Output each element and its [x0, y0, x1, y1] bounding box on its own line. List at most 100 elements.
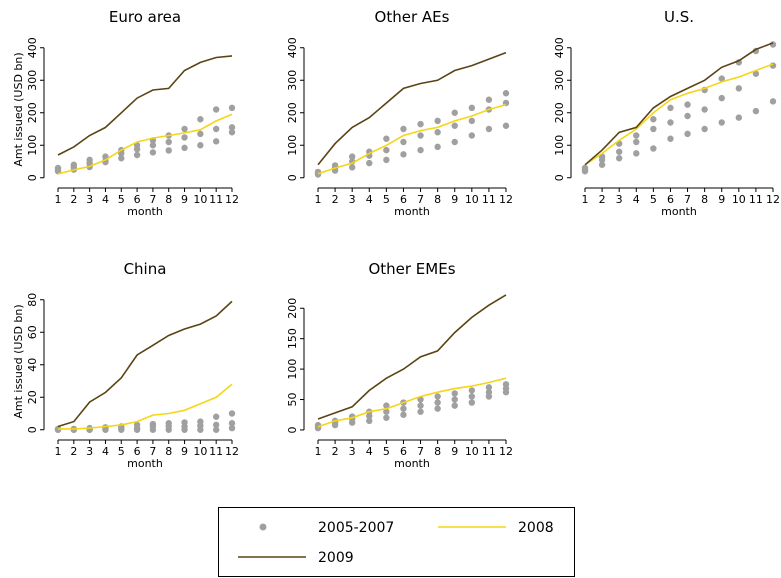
x-tick-label: 4: [366, 445, 373, 458]
point-2005-2007: [383, 156, 390, 164]
y-tick-label: 400: [553, 37, 566, 58]
legend-marker-2005-2007: [259, 523, 267, 531]
point-2005-2007: [684, 112, 691, 120]
y-tick-label: 40: [26, 358, 39, 372]
legend-label-2008: 2008: [518, 520, 554, 536]
x-tick-label: 2: [332, 193, 339, 206]
x-tick-label: 8: [434, 445, 441, 458]
x-axis-label: month: [127, 457, 163, 470]
x-tick-label: 10: [465, 193, 479, 206]
x-tick-label: 8: [434, 193, 441, 206]
point-2005-2007: [718, 119, 725, 126]
point-2005-2007: [228, 104, 236, 112]
point-2005-2007: [735, 114, 743, 121]
point-2005-2007: [502, 122, 510, 129]
point-2005-2007: [485, 384, 493, 391]
x-tick-label: 3: [86, 445, 93, 458]
point-2005-2007: [383, 408, 390, 415]
legend-label-2005-2007: 2005-2007: [318, 520, 394, 536]
point-2005-2007: [701, 125, 708, 133]
line-2009: [57, 300, 233, 428]
point-2005-2007: [633, 132, 640, 139]
x-tick-label: 9: [181, 193, 188, 206]
y-tick-label: 300: [286, 70, 299, 91]
panel-title: Other AEs: [375, 8, 450, 26]
point-2005-2007: [417, 402, 424, 409]
point-2005-2007: [181, 134, 188, 141]
point-2005-2007: [212, 138, 220, 145]
y-tick-label: 0: [286, 174, 299, 181]
point-2005-2007: [434, 129, 441, 136]
x-tick-label: 12: [225, 445, 239, 458]
x-tick-label: 11: [482, 445, 496, 458]
line-2008: [317, 377, 507, 428]
point-2005-2007: [228, 410, 236, 417]
y-tick-label: 200: [26, 102, 39, 123]
point-2005-2007: [181, 144, 188, 152]
x-tick-label: 7: [149, 193, 156, 206]
x-tick-label: 6: [400, 193, 407, 206]
x-tick-label: 12: [225, 193, 239, 206]
x-tick-label: 5: [383, 445, 390, 458]
point-2005-2007: [149, 420, 157, 428]
point-2005-2007: [633, 138, 640, 146]
point-2005-2007: [650, 116, 657, 123]
y-tick-label: 50: [286, 393, 299, 407]
point-2005-2007: [212, 426, 220, 433]
x-tick-label: 1: [315, 193, 322, 206]
point-2005-2007: [684, 101, 691, 108]
y-tick-label: 200: [286, 298, 299, 319]
y-axis-label: Amt issued (USD bn): [12, 52, 25, 166]
point-2005-2007: [417, 120, 424, 128]
point-2005-2007: [197, 130, 204, 138]
y-tick-label: 60: [26, 325, 39, 339]
point-2005-2007: [451, 138, 458, 146]
point-2005-2007: [417, 396, 424, 403]
point-2005-2007: [485, 125, 493, 133]
x-tick-label: 7: [417, 445, 424, 458]
point-2005-2007: [468, 399, 476, 406]
point-2005-2007: [615, 155, 623, 162]
legend-box: [218, 507, 575, 577]
point-2005-2007: [451, 122, 458, 129]
y-tick-label: 200: [286, 102, 299, 123]
x-tick-label: 6: [134, 193, 141, 206]
point-2005-2007: [667, 135, 674, 142]
x-tick-label: 7: [417, 193, 424, 206]
x-tick-label: 4: [102, 445, 109, 458]
point-2005-2007: [434, 117, 441, 125]
x-tick-label: 9: [451, 445, 458, 458]
point-2005-2007: [348, 153, 356, 160]
point-2005-2007: [228, 124, 236, 131]
x-tick-label: 11: [482, 193, 496, 206]
point-2005-2007: [181, 125, 188, 133]
point-2005-2007: [70, 161, 78, 168]
point-2005-2007: [54, 164, 62, 172]
point-2005-2007: [468, 387, 476, 394]
x-tick-label: 3: [616, 193, 623, 206]
point-2005-2007: [417, 132, 424, 139]
point-2005-2007: [228, 424, 236, 432]
point-2005-2007: [400, 411, 407, 418]
point-2005-2007: [366, 159, 373, 167]
point-2005-2007: [769, 98, 777, 105]
y-tick-label: 200: [553, 102, 566, 123]
x-axis-label: month: [661, 205, 697, 218]
x-tick-label: 10: [193, 445, 207, 458]
point-2005-2007: [434, 143, 441, 151]
point-2005-2007: [366, 417, 373, 425]
x-tick-label: 8: [165, 193, 172, 206]
point-2005-2007: [485, 96, 493, 103]
line-2008: [584, 63, 774, 166]
y-tick-label: 400: [286, 37, 299, 58]
x-tick-label: 12: [499, 445, 513, 458]
panel-title: Other EMEs: [368, 260, 455, 278]
x-tick-label: 12: [766, 193, 780, 206]
point-2005-2007: [615, 148, 623, 155]
point-2005-2007: [485, 389, 493, 396]
line-2009: [317, 51, 507, 166]
point-2005-2007: [228, 129, 236, 136]
line-2008: [317, 103, 507, 175]
